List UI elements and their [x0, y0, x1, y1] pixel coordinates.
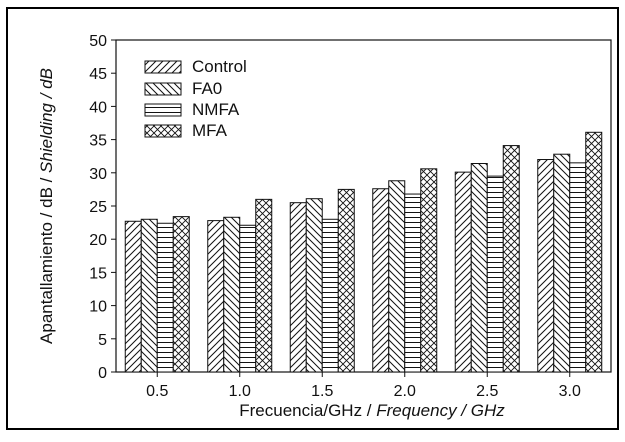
x-tick-label: 0.5 — [146, 383, 168, 400]
y-axis-ticks: 0 5 10 15 20 25 30 35 40 45 50 — [89, 33, 116, 382]
bars-group — [124, 131, 603, 373]
bar-control-0.5 — [124, 220, 142, 373]
legend-label-fa0: FA0 — [192, 79, 222, 98]
bar-control-2.0 — [372, 188, 390, 373]
legend-swatch-fa0 — [144, 82, 182, 96]
y-tick-label: 10 — [89, 299, 107, 316]
y-axis-title-plain: Apantallamiento / dB / — [37, 173, 56, 344]
y-tick-label: 40 — [89, 99, 107, 116]
bar-mfa-1.5 — [337, 188, 355, 373]
bar-fa0-1.0 — [223, 216, 241, 373]
y-axis-title: Apantallamiento / dB / Shielding / dB — [37, 68, 56, 344]
bar-fa0-2.5 — [470, 163, 488, 373]
bar-control-2.5 — [454, 171, 472, 373]
legend-label-control: Control — [192, 57, 247, 76]
bar-fa0-1.5 — [305, 198, 323, 373]
x-axis-title: Frecuencia/GHz / Frequency / GHz — [239, 401, 505, 420]
bar-fa0-0.5 — [140, 218, 158, 373]
bar-mfa-1.0 — [255, 198, 273, 373]
bar-mfa-3.0 — [585, 131, 603, 373]
plot-area-frame — [115, 39, 612, 373]
legend-label-nmfa: NMFA — [192, 100, 240, 119]
y-tick-label: 25 — [89, 199, 107, 216]
legend: Control FA0 NMFA MFA — [144, 57, 247, 140]
y-tick-label: 35 — [89, 133, 107, 150]
bar-nmfa-0.5 — [156, 222, 174, 373]
bar-mfa-2.0 — [420, 168, 438, 373]
legend-label-mfa: MFA — [192, 121, 228, 140]
x-tick-label: 1.5 — [311, 383, 333, 400]
legend-swatch-mfa — [144, 124, 182, 138]
x-tick-label: 3.0 — [559, 383, 581, 400]
y-tick-label: 50 — [89, 33, 107, 50]
bar-control-3.0 — [537, 159, 555, 373]
y-tick-label: 5 — [98, 332, 107, 349]
y-tick-label: 15 — [89, 265, 107, 282]
bar-mfa-2.5 — [502, 145, 520, 373]
bar-nmfa-1.0 — [239, 224, 257, 373]
y-tick-label: 30 — [89, 166, 107, 183]
figure-border — [6, 7, 619, 430]
bar-fa0-2.0 — [388, 180, 406, 373]
bar-control-1.5 — [289, 202, 307, 373]
y-tick-label: 0 — [98, 365, 107, 382]
x-axis-title-italic: Frequency / GHz — [376, 401, 505, 420]
y-tick-label: 20 — [89, 232, 107, 249]
legend-swatch-control — [144, 60, 182, 74]
x-tick-label: 2.0 — [394, 383, 416, 400]
x-axis-title-plain: Frecuencia/GHz / — [239, 401, 376, 420]
bar-nmfa-3.0 — [569, 162, 587, 373]
x-tick-label: 2.5 — [476, 383, 498, 400]
y-axis-title-italic: Shielding / dB — [37, 68, 56, 173]
bar-nmfa-1.5 — [321, 218, 339, 373]
legend-swatch-nmfa — [144, 103, 182, 117]
bar-control-1.0 — [207, 220, 225, 373]
bar-nmfa-2.5 — [486, 175, 504, 373]
bar-mfa-0.5 — [172, 216, 190, 373]
x-axis-ticks: 0.5 1.0 1.5 2.0 2.5 3.0 — [146, 372, 581, 400]
bar-nmfa-2.0 — [404, 193, 422, 373]
bar-fa0-3.0 — [553, 153, 571, 373]
x-tick-label: 1.0 — [229, 383, 251, 400]
y-tick-label: 45 — [89, 66, 107, 83]
